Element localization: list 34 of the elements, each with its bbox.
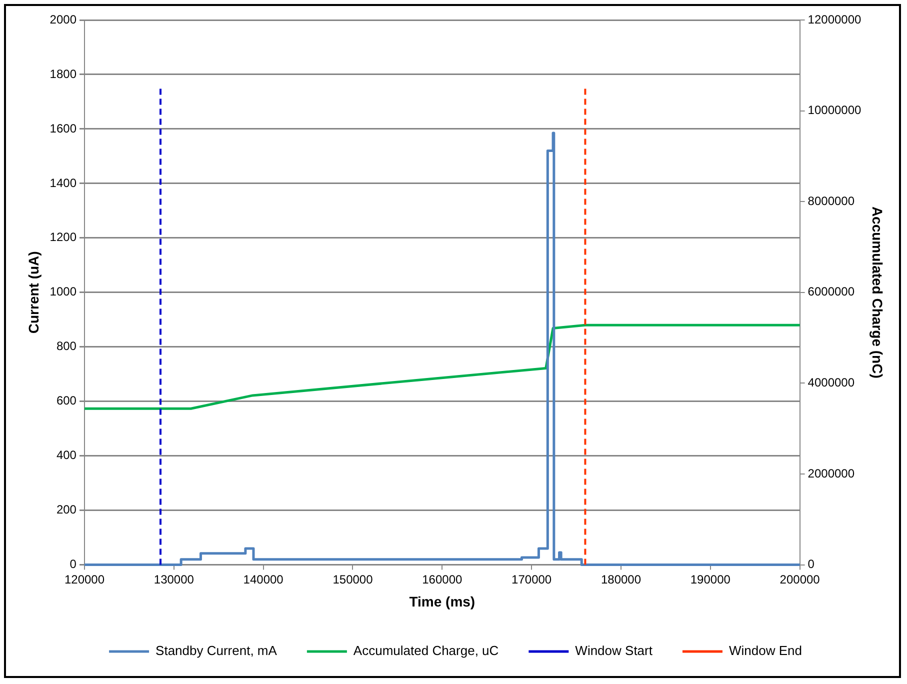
- x-axis-title: Time (ms): [409, 593, 476, 610]
- y2-axis-title: Accumulated Charge (nC): [870, 206, 886, 378]
- legend-label: Accumulated Charge, uC: [353, 643, 499, 658]
- y-tick-label: 800: [56, 339, 77, 354]
- legend-label: Window Start: [575, 643, 653, 658]
- y-tick-label: 1200: [50, 230, 77, 244]
- x-tick-label: 170000: [512, 572, 552, 586]
- y-axis-title: Current (uA): [25, 251, 42, 334]
- x-tick-label: 130000: [154, 572, 194, 586]
- x-tick-label: 150000: [332, 572, 374, 586]
- x-tick-label: 140000: [243, 572, 284, 586]
- x-tick-label: 190000: [690, 572, 731, 586]
- y2-tick-label: 4000000: [808, 376, 855, 390]
- legend-label: Standby Current, mA: [156, 643, 278, 658]
- x-tick-label: 160000: [422, 572, 462, 586]
- y-tick-label: 200: [56, 502, 77, 517]
- y2-tick-label: 12000000: [808, 12, 862, 26]
- y2-tick-label: 8000000: [808, 194, 855, 208]
- y-tick-label: 0: [70, 557, 77, 572]
- x-tick-label: 180000: [600, 572, 642, 586]
- x-tick-label: 120000: [64, 572, 105, 586]
- y2-tick-label: 2000000: [808, 466, 855, 480]
- y-tick-label: 600: [56, 394, 77, 408]
- y-tick-label: 400: [56, 448, 77, 462]
- x-tick-label: 200000: [780, 572, 820, 586]
- y-tick-label: 2000: [50, 12, 77, 26]
- y-tick-label: 1400: [50, 176, 77, 190]
- legend-label: Window End: [728, 643, 802, 658]
- y-tick-label: 1600: [50, 121, 77, 136]
- y2-tick-label: 6000000: [808, 284, 855, 299]
- y-tick-label: 1000: [50, 284, 77, 299]
- y2-tick-label: 10000000: [808, 103, 862, 118]
- y2-tick-label: 0: [808, 557, 815, 572]
- y-tick-label: 1800: [50, 66, 77, 81]
